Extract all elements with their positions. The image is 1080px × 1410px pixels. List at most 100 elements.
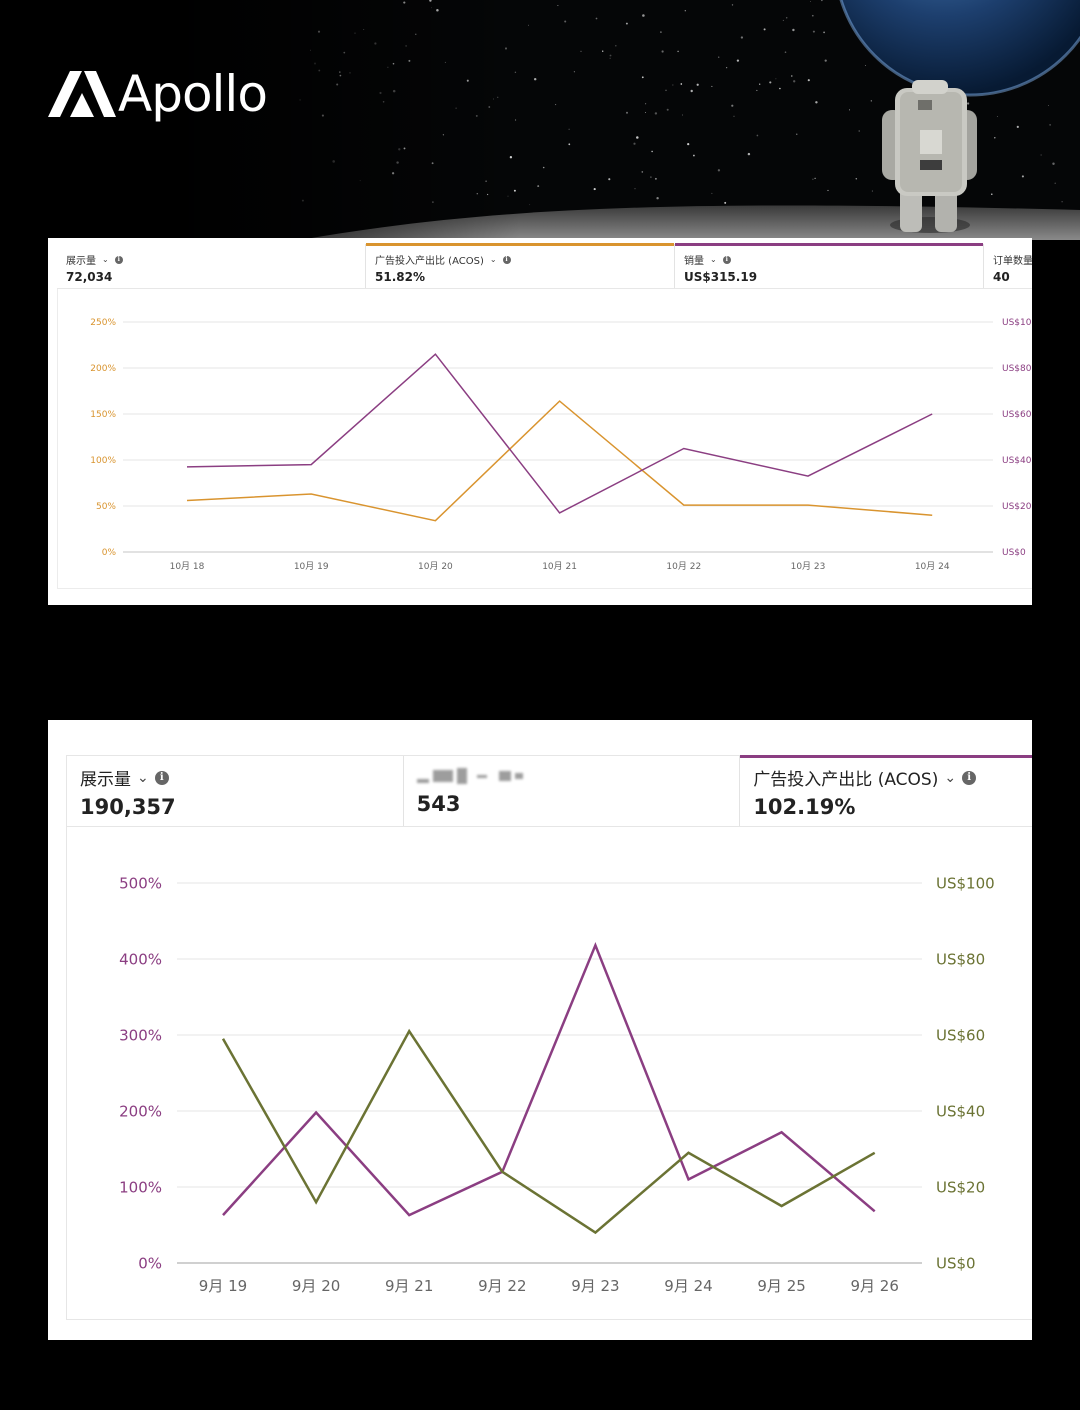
star bbox=[1016, 125, 1019, 129]
info-icon[interactable]: i bbox=[962, 770, 977, 785]
line-chart-svg: 0% US$0 100% US$20 200% US$40 300% US$60 400% US$… bbox=[119, 874, 995, 1295]
star bbox=[665, 89, 667, 92]
info-icon[interactable]: i bbox=[502, 255, 511, 264]
y-right-tick-label: US$60 bbox=[936, 1026, 985, 1044]
star bbox=[529, 204, 531, 206]
x-tick-label: 10月 19 bbox=[294, 561, 329, 572]
metric-tab-label: 广告投入产出比 (ACOS) bbox=[753, 770, 939, 790]
star bbox=[796, 133, 798, 135]
metric-tab-redacted[interactable]: 543 bbox=[404, 756, 741, 826]
metric-tabs: 展示量 ⌄ i 72,034 广告投入产出比 (ACOS) ⌄ i 51.82%… bbox=[57, 243, 1032, 289]
y-left-tick-label: 150% bbox=[90, 410, 116, 420]
star bbox=[733, 115, 735, 117]
star bbox=[784, 51, 787, 53]
metric-tab-value: 72,034 bbox=[66, 270, 113, 284]
x-tick-label: 10月 22 bbox=[666, 561, 701, 572]
star bbox=[602, 50, 604, 52]
star bbox=[812, 30, 815, 33]
y-left-tick-label: 400% bbox=[119, 950, 162, 968]
info-icon[interactable]: i bbox=[154, 770, 169, 785]
astronaut-figure bbox=[882, 80, 977, 233]
metric-tab-value: 102.19% bbox=[753, 795, 856, 819]
star bbox=[608, 178, 611, 181]
star bbox=[542, 166, 545, 169]
x-tick-label: 9月 23 bbox=[571, 1277, 619, 1295]
star bbox=[609, 57, 611, 59]
x-tick-label: 10月 18 bbox=[170, 561, 205, 572]
chevron-down-icon[interactable]: ⌄ bbox=[710, 255, 717, 264]
metric-tab-label: 展示量 bbox=[66, 256, 96, 267]
metric-tab-impressions[interactable]: 展示量 ⌄ i 72,034 bbox=[57, 244, 366, 288]
metric-tab-orders[interactable]: 订单数量 40 bbox=[984, 244, 1032, 288]
chevron-down-icon[interactable]: ⌄ bbox=[944, 769, 957, 786]
star bbox=[775, 78, 777, 80]
tab-accent-bar bbox=[67, 755, 403, 758]
hero-banner: Apollo bbox=[0, 0, 1080, 240]
space-background bbox=[0, 0, 1080, 240]
star bbox=[636, 136, 639, 139]
x-tick-label: 9月 22 bbox=[478, 1277, 526, 1295]
chevron-down-icon[interactable]: ⌄ bbox=[489, 255, 497, 264]
y-right-tick-label: US$60 bbox=[1002, 410, 1032, 420]
y-right-tick-label: US$0 bbox=[936, 1254, 976, 1272]
y-right-tick-label: US$20 bbox=[1002, 502, 1032, 512]
metric-tab-acos[interactable]: 广告投入产出比 (ACOS) ⌄ i 102.19% bbox=[740, 755, 1032, 826]
star bbox=[793, 80, 796, 83]
redacted-metric-label bbox=[416, 765, 740, 787]
star bbox=[1054, 182, 1056, 184]
y-left-tick-label: 100% bbox=[119, 1178, 162, 1196]
star bbox=[769, 81, 772, 84]
star bbox=[690, 89, 693, 93]
info-icon[interactable]: i bbox=[722, 255, 731, 264]
star bbox=[966, 102, 970, 105]
star bbox=[870, 100, 872, 102]
star bbox=[827, 189, 829, 192]
star bbox=[573, 71, 575, 73]
brand-name: Apollo bbox=[118, 65, 268, 123]
acos-sales-chart: 0% US$0 50% US$20 100% US$40 150% US$60 200% US$8… bbox=[57, 289, 1032, 589]
star bbox=[724, 201, 727, 204]
metric-tab-label: 销量 bbox=[684, 256, 704, 267]
x-tick-label: 10月 21 bbox=[542, 561, 577, 572]
metric-tab-acos[interactable]: 广告投入产出比 (ACOS) ⌄ i 51.82% bbox=[366, 243, 675, 288]
star bbox=[615, 45, 617, 47]
x-tick-label: 9月 24 bbox=[664, 1277, 712, 1295]
series-line bbox=[221, 1028, 876, 1235]
y-right-tick-label: US$80 bbox=[1002, 364, 1032, 374]
series-line bbox=[186, 353, 933, 514]
x-tick-label: 10月 20 bbox=[418, 561, 453, 572]
y-right-tick-label: US$100 bbox=[1002, 318, 1032, 328]
chevron-down-icon[interactable]: ⌄ bbox=[102, 255, 109, 264]
info-icon[interactable]: i bbox=[114, 255, 123, 264]
star bbox=[792, 28, 795, 32]
y-left-tick-label: 200% bbox=[119, 1102, 162, 1120]
x-tick-label: 9月 25 bbox=[757, 1277, 805, 1295]
star bbox=[991, 193, 993, 196]
y-right-tick-label: US$80 bbox=[936, 950, 985, 968]
metric-tab-value: 51.82% bbox=[375, 270, 425, 284]
star bbox=[864, 65, 866, 67]
star bbox=[815, 101, 818, 104]
star bbox=[858, 130, 860, 132]
star bbox=[687, 142, 690, 146]
x-tick-label: 10月 24 bbox=[915, 561, 950, 572]
star bbox=[1052, 162, 1055, 165]
star bbox=[1021, 175, 1024, 178]
metric-tabs: 展示量 ⌄ i 190,357 543 广告投入产出比 (ACOS) ⌄ bbox=[66, 755, 1032, 827]
star bbox=[747, 152, 751, 156]
x-tick-label: 9月 19 bbox=[199, 1277, 247, 1295]
metric-tab-label: 订单数量 bbox=[993, 256, 1032, 267]
y-right-tick-label: US$100 bbox=[936, 874, 995, 892]
star bbox=[537, 185, 540, 188]
star bbox=[609, 54, 612, 57]
chevron-down-icon[interactable]: ⌄ bbox=[137, 769, 149, 786]
metric-tab-sales[interactable]: 销量 ⌄ i US$315.19 bbox=[675, 243, 984, 288]
star bbox=[823, 31, 825, 34]
y-left-tick-label: 200% bbox=[90, 364, 116, 374]
star bbox=[661, 50, 664, 53]
y-left-tick-label: 500% bbox=[119, 874, 162, 892]
metric-tab-label: 广告投入产出比 (ACOS) bbox=[375, 256, 484, 267]
metric-tab-impressions[interactable]: 展示量 ⌄ i 190,357 bbox=[67, 756, 404, 826]
star bbox=[711, 85, 713, 87]
bottom-metrics-panel: 展示量 ⌄ i 190,357 543 广告投入产出比 (ACOS) ⌄ bbox=[48, 720, 1032, 1340]
